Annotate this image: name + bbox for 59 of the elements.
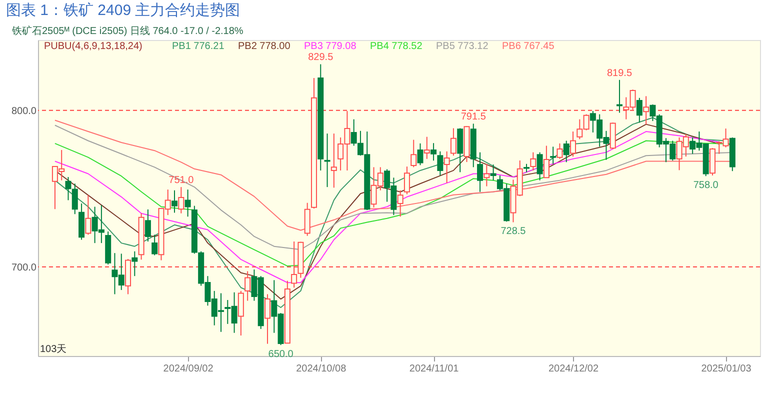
chart-title: 图表 1：铁矿 2409 主力合约走势图	[6, 2, 240, 19]
text: PB6 767.45	[502, 41, 555, 52]
chart-subtitle: 铁矿石2505ᴹ (DCE i2505) 日线 764.0 -17.0 / -2.18%	[11, 25, 244, 37]
text: PB3 779.08	[304, 41, 357, 52]
candlestick	[444, 150, 450, 184]
candlestick	[238, 290, 244, 336]
text: PB4 778.52	[370, 41, 423, 52]
y-tick-label: 700.0	[11, 262, 37, 274]
candlestick	[530, 152, 536, 171]
candlestick	[410, 139, 417, 168]
annotation: 650.0	[268, 349, 294, 360]
candlestick	[291, 240, 298, 288]
annotation: 103天	[40, 344, 67, 355]
x-tick-label: 2024/12/02	[548, 364, 599, 374]
candlestick	[178, 186, 184, 214]
candlestick	[424, 136, 430, 160]
annotation: 751.0	[168, 175, 194, 186]
candlestick	[484, 163, 490, 187]
candlestick	[152, 234, 158, 256]
candlestick	[184, 189, 191, 218]
candlestick	[172, 190, 178, 214]
candlestick	[490, 164, 496, 181]
candlestick	[244, 270, 251, 302]
x-tick-label: 2025/01/03	[701, 364, 752, 374]
candlestick	[570, 131, 576, 158]
candlestick	[437, 150, 444, 176]
x-tick-label: 2024/10/08	[296, 364, 347, 374]
text: PB5 773.12	[436, 41, 489, 52]
candlestick	[330, 133, 337, 188]
annotation: 758.0	[693, 180, 719, 192]
y-tick-label: 800.0	[11, 106, 37, 117]
x-tick-label: 2024/09/02	[163, 364, 214, 374]
candlestick	[477, 152, 484, 192]
candlestick	[144, 208, 151, 242]
candlestick	[536, 152, 543, 181]
candlestick	[304, 202, 310, 236]
text: PB2 778.00	[238, 41, 291, 52]
text: PB1 776.21	[172, 41, 225, 52]
candlestick	[450, 128, 456, 156]
candlestick	[324, 133, 330, 188]
candlestick	[543, 145, 550, 178]
candlestick	[85, 194, 92, 236]
candlestick	[550, 146, 556, 164]
candlestick	[132, 250, 138, 277]
x-tick-label: 2024/11/01	[409, 364, 460, 374]
candlestick	[563, 140, 570, 163]
candlestick	[417, 142, 424, 166]
annotation: 829.5	[308, 52, 334, 64]
annotation: 728.5	[500, 226, 526, 238]
candlestick	[397, 190, 404, 218]
annotation: 791.5	[460, 112, 486, 123]
candlestick	[404, 166, 410, 195]
candlestick	[636, 97, 642, 124]
candlestick	[556, 142, 563, 160]
legend-title: PUBU(4,6,9,13,18,24)	[44, 41, 142, 52]
candlestick	[264, 294, 270, 344]
annotation: 819.5	[606, 68, 632, 79]
candlestick	[643, 96, 650, 125]
candlestick	[430, 142, 437, 162]
